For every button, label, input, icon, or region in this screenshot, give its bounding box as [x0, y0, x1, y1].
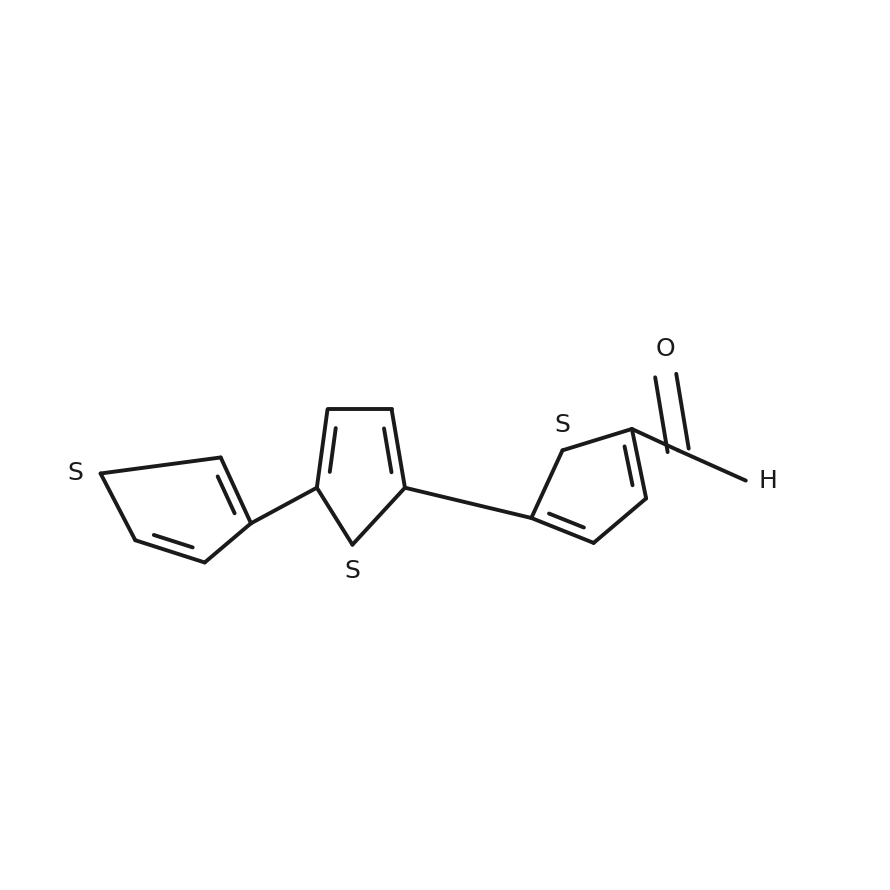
Text: H: H [758, 469, 778, 492]
Text: S: S [68, 462, 84, 485]
Text: S: S [344, 560, 360, 583]
Text: S: S [554, 414, 570, 437]
Text: O: O [656, 337, 676, 360]
